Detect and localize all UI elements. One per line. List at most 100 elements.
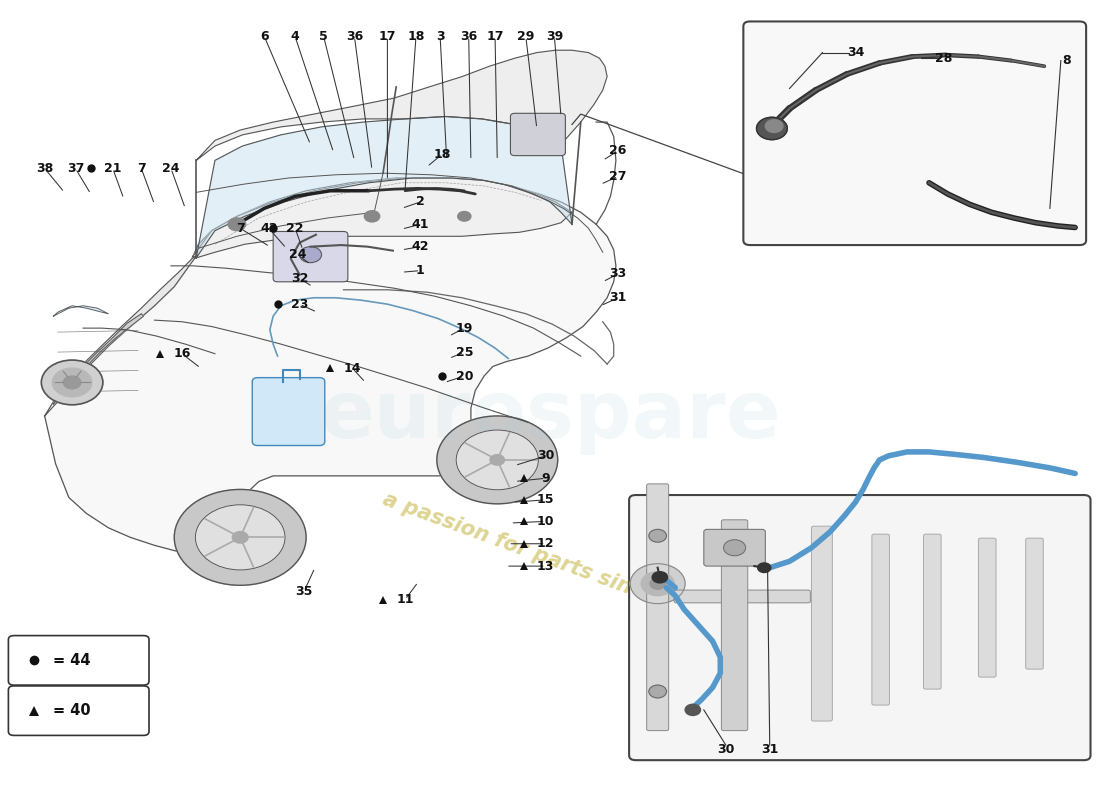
- Circle shape: [652, 572, 668, 583]
- Text: 31: 31: [609, 291, 627, 304]
- Text: 18: 18: [433, 147, 451, 161]
- Text: 7: 7: [136, 162, 145, 175]
- Text: 22: 22: [286, 222, 304, 234]
- FancyBboxPatch shape: [629, 495, 1090, 760]
- Text: 6: 6: [260, 30, 268, 43]
- Text: 35: 35: [295, 585, 312, 598]
- Text: 17: 17: [486, 30, 504, 43]
- Text: eurospare: eurospare: [319, 377, 781, 455]
- Polygon shape: [54, 306, 109, 316]
- Text: 16: 16: [174, 347, 190, 360]
- Text: 28: 28: [935, 52, 952, 65]
- FancyBboxPatch shape: [924, 534, 942, 689]
- Circle shape: [229, 218, 244, 230]
- FancyBboxPatch shape: [979, 538, 996, 677]
- Text: = 44: = 44: [54, 653, 91, 668]
- Text: 31: 31: [761, 743, 779, 756]
- Text: 13: 13: [537, 560, 554, 573]
- Circle shape: [364, 210, 380, 222]
- Circle shape: [650, 578, 666, 590]
- Text: 11: 11: [396, 593, 414, 606]
- Text: 4: 4: [290, 30, 299, 43]
- Circle shape: [649, 530, 667, 542]
- Text: 1: 1: [416, 264, 425, 277]
- Circle shape: [456, 430, 538, 490]
- Circle shape: [53, 368, 92, 397]
- Polygon shape: [45, 178, 616, 564]
- Circle shape: [228, 218, 245, 230]
- Text: 17: 17: [378, 30, 396, 43]
- Circle shape: [437, 416, 558, 504]
- Text: 34: 34: [847, 46, 865, 59]
- FancyBboxPatch shape: [9, 686, 148, 735]
- Text: = 40: = 40: [54, 703, 91, 718]
- Text: 5: 5: [319, 30, 328, 43]
- Text: 3: 3: [436, 30, 444, 43]
- Text: 18: 18: [407, 30, 425, 43]
- FancyBboxPatch shape: [872, 534, 890, 705]
- Circle shape: [630, 564, 685, 604]
- Text: 29: 29: [517, 30, 535, 43]
- Text: 32: 32: [290, 272, 308, 285]
- Text: 14: 14: [343, 362, 361, 374]
- Circle shape: [649, 685, 667, 698]
- Text: 21: 21: [104, 162, 121, 175]
- Polygon shape: [192, 178, 572, 258]
- Text: 36: 36: [460, 30, 477, 43]
- Text: 33: 33: [609, 267, 627, 280]
- FancyBboxPatch shape: [273, 231, 348, 282]
- FancyBboxPatch shape: [252, 378, 324, 446]
- Circle shape: [42, 360, 103, 405]
- Circle shape: [758, 563, 771, 573]
- Text: 7: 7: [235, 222, 244, 234]
- Text: 39: 39: [546, 30, 563, 43]
- Text: 24: 24: [162, 162, 179, 175]
- FancyBboxPatch shape: [704, 530, 766, 566]
- Text: a passion for parts since 1985: a passion for parts since 1985: [379, 490, 720, 630]
- Text: 23: 23: [290, 298, 308, 310]
- FancyBboxPatch shape: [510, 114, 565, 156]
- Text: 19: 19: [455, 322, 473, 334]
- Text: 26: 26: [609, 144, 627, 158]
- Circle shape: [490, 454, 505, 465]
- Polygon shape: [45, 256, 196, 416]
- Text: 10: 10: [537, 515, 554, 528]
- Text: 15: 15: [537, 494, 554, 506]
- Polygon shape: [196, 50, 607, 161]
- FancyBboxPatch shape: [744, 22, 1086, 245]
- Text: 2: 2: [416, 195, 425, 209]
- Circle shape: [232, 532, 249, 543]
- Circle shape: [641, 572, 674, 596]
- FancyBboxPatch shape: [1025, 538, 1043, 669]
- Circle shape: [766, 120, 783, 133]
- FancyBboxPatch shape: [674, 590, 811, 603]
- Text: 41: 41: [411, 218, 429, 231]
- Text: 38: 38: [36, 162, 53, 175]
- Circle shape: [458, 211, 471, 221]
- Text: 20: 20: [455, 370, 473, 382]
- Text: 27: 27: [609, 170, 627, 183]
- Text: 25: 25: [455, 346, 473, 358]
- FancyBboxPatch shape: [812, 526, 833, 721]
- Polygon shape: [54, 314, 143, 404]
- Text: 37: 37: [67, 162, 84, 175]
- Circle shape: [685, 704, 701, 715]
- Text: 8: 8: [1062, 54, 1070, 67]
- Text: 43: 43: [260, 222, 277, 234]
- Circle shape: [724, 540, 746, 556]
- Circle shape: [757, 118, 788, 140]
- FancyBboxPatch shape: [647, 484, 669, 730]
- Text: 12: 12: [537, 538, 554, 550]
- Text: 42: 42: [411, 240, 429, 253]
- Text: 30: 30: [717, 743, 735, 756]
- FancyBboxPatch shape: [722, 520, 748, 730]
- Text: 36: 36: [345, 30, 363, 43]
- FancyBboxPatch shape: [9, 635, 148, 685]
- Text: 9: 9: [541, 472, 550, 485]
- Polygon shape: [196, 117, 572, 258]
- Circle shape: [64, 376, 81, 389]
- Circle shape: [299, 246, 321, 262]
- Text: 30: 30: [537, 450, 554, 462]
- Circle shape: [174, 490, 306, 586]
- Circle shape: [196, 505, 285, 570]
